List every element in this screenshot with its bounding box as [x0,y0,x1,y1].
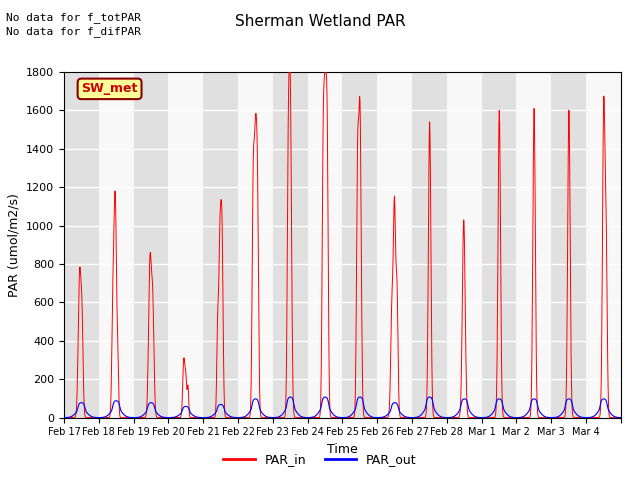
Bar [551,72,586,418]
Bar [238,72,273,418]
Legend: PAR_in, PAR_out: PAR_in, PAR_out [218,448,422,471]
Text: SW_met: SW_met [81,83,138,96]
Bar [516,72,551,418]
Bar [481,72,516,418]
Bar [308,72,342,418]
Bar [342,72,377,418]
Text: No data for f_difPAR: No data for f_difPAR [6,26,141,37]
Bar [377,72,412,418]
Bar [586,72,621,418]
Y-axis label: PAR (umol/m2/s): PAR (umol/m2/s) [8,193,20,297]
Text: Sherman Wetland PAR: Sherman Wetland PAR [235,14,405,29]
Bar [99,72,134,418]
Bar [134,72,168,418]
X-axis label: Time: Time [327,443,358,456]
Bar [273,72,308,418]
Bar [447,72,481,418]
Bar [412,72,447,418]
Bar [64,72,99,418]
Bar [168,72,204,418]
Bar [204,72,238,418]
Text: No data for f_totPAR: No data for f_totPAR [6,12,141,23]
